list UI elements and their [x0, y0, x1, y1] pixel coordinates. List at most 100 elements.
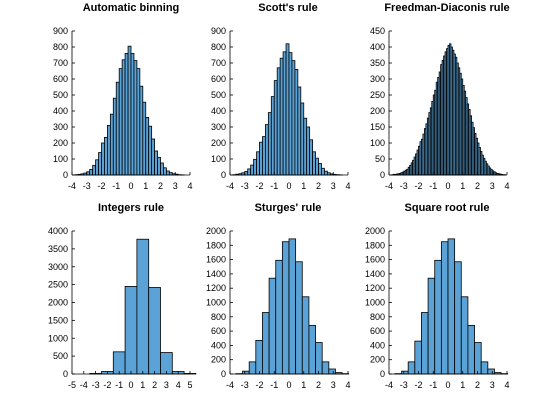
histogram-bar [301, 296, 310, 375]
histogram-bar [487, 368, 495, 375]
y-tick-label: 500 [53, 351, 68, 361]
y-tick-label: 450 [370, 26, 385, 36]
chart-title: Freedman-Diaconis rule [384, 2, 509, 14]
histogram-bar [321, 361, 330, 375]
x-tick-label: 1 [301, 181, 306, 191]
y-tick-label: 800 [53, 42, 68, 52]
x-tick-label: 2 [316, 380, 321, 390]
histogram-bar [295, 261, 303, 375]
chart-title: Integers rule [98, 202, 164, 214]
histogram-bar [124, 53, 129, 176]
histogram-bar [282, 51, 287, 176]
histogram-bar [92, 164, 97, 176]
histogram-bar [407, 361, 416, 375]
x-tick-label: -4 [226, 380, 234, 390]
histogram-bar [268, 277, 277, 375]
y-tick-label: 2500 [48, 280, 68, 290]
histogram-bar [321, 167, 325, 176]
x-tick-label: 3 [490, 181, 495, 191]
y-tick-label: 700 [211, 58, 226, 68]
histogram-bar [279, 57, 284, 176]
y-tick-label: 600 [211, 74, 226, 84]
histogram-bar [440, 241, 449, 375]
chart-title: Automatic binning [83, 2, 180, 14]
histogram-bar [115, 81, 120, 176]
histogram-bar [447, 238, 456, 375]
histogram-bar [112, 97, 117, 176]
histogram-bar [306, 126, 311, 176]
histogram-bar [281, 241, 290, 375]
histogram-bar [139, 85, 144, 176]
histogram-bar [262, 136, 266, 176]
x-tick-label: -2 [414, 181, 422, 191]
histogram-bar [148, 287, 161, 375]
x-tick-label: 4 [187, 181, 192, 191]
x-tick-label: 0 [286, 380, 291, 390]
y-tick-label: 0 [63, 170, 68, 180]
chart-title: Square root rule [405, 202, 490, 214]
histogram-bar [427, 277, 436, 375]
histogram-bar [130, 53, 135, 176]
histogram-bar [434, 259, 442, 375]
y-tick-label: 4000 [48, 226, 68, 236]
x-tick-label: -4 [385, 380, 393, 390]
histogram-bar [270, 96, 275, 176]
histogram-bar [118, 68, 123, 176]
y-tick-label: 100 [370, 138, 385, 148]
y-tick-label: 0 [380, 369, 385, 379]
histogram-bar [157, 156, 161, 176]
x-tick-label: -3 [92, 380, 100, 390]
histogram-bar [275, 259, 283, 375]
histogram-bar [104, 136, 108, 176]
y-tick-label: 0 [380, 170, 385, 180]
x-tick-label: 1 [140, 380, 145, 390]
x-tick-label: -3 [83, 181, 91, 191]
histogram-bar [154, 150, 158, 176]
histogram-bar [421, 312, 429, 375]
x-tick-label: 3 [331, 181, 336, 191]
y-tick-label: 1000 [365, 298, 385, 308]
histogram-bar [95, 159, 99, 176]
x-tick-label: -3 [241, 380, 249, 390]
x-tick-label: -3 [400, 380, 408, 390]
histogram-bar [401, 370, 409, 375]
y-tick-label: 700 [53, 58, 68, 68]
y-tick-label: 200 [370, 355, 385, 365]
histogram-bar [291, 60, 296, 176]
y-tick-label: 350 [370, 58, 385, 68]
x-tick-label: 2 [316, 181, 321, 191]
histogram-bar [259, 141, 263, 176]
histogram-bar [276, 67, 281, 176]
x-tick-label: -4 [68, 181, 76, 191]
y-tick-label: 400 [211, 106, 226, 116]
histogram-bar [288, 52, 293, 176]
x-tick-label: -5 [68, 380, 76, 390]
panel-square-root-rule: Square root rule 02004006008001000120014… [365, 202, 510, 390]
bars [235, 238, 350, 375]
y-tick-label: 900 [53, 26, 68, 36]
histogram-bar [136, 68, 141, 176]
histogram-bar [142, 101, 147, 176]
y-tick-label: 400 [53, 106, 68, 116]
x-tick-label: 0 [286, 181, 291, 191]
y-tick-label: 50 [375, 154, 385, 164]
chart-title: Scott's rule [258, 2, 317, 14]
x-tick-label: -2 [103, 380, 111, 390]
histogram-bar [121, 59, 126, 176]
y-tick-label: 800 [211, 42, 226, 52]
y-tick-label: 600 [370, 326, 385, 336]
histogram-bar [285, 43, 290, 176]
y-tick-label: 1800 [365, 240, 385, 250]
histogram-bar [244, 171, 249, 176]
x-tick-label: -1 [112, 181, 120, 191]
y-tick-label: 250 [370, 90, 385, 100]
histogram-bar [248, 361, 257, 375]
y-tick-label: 1500 [48, 315, 68, 325]
bars [89, 238, 197, 375]
y-tick-label: 1400 [206, 269, 226, 279]
histogram-bar [136, 238, 150, 375]
y-tick-label: 200 [370, 106, 385, 116]
x-tick-label: -4 [385, 181, 393, 191]
histogram-bar [300, 102, 305, 176]
y-tick-label: 400 [211, 340, 226, 350]
